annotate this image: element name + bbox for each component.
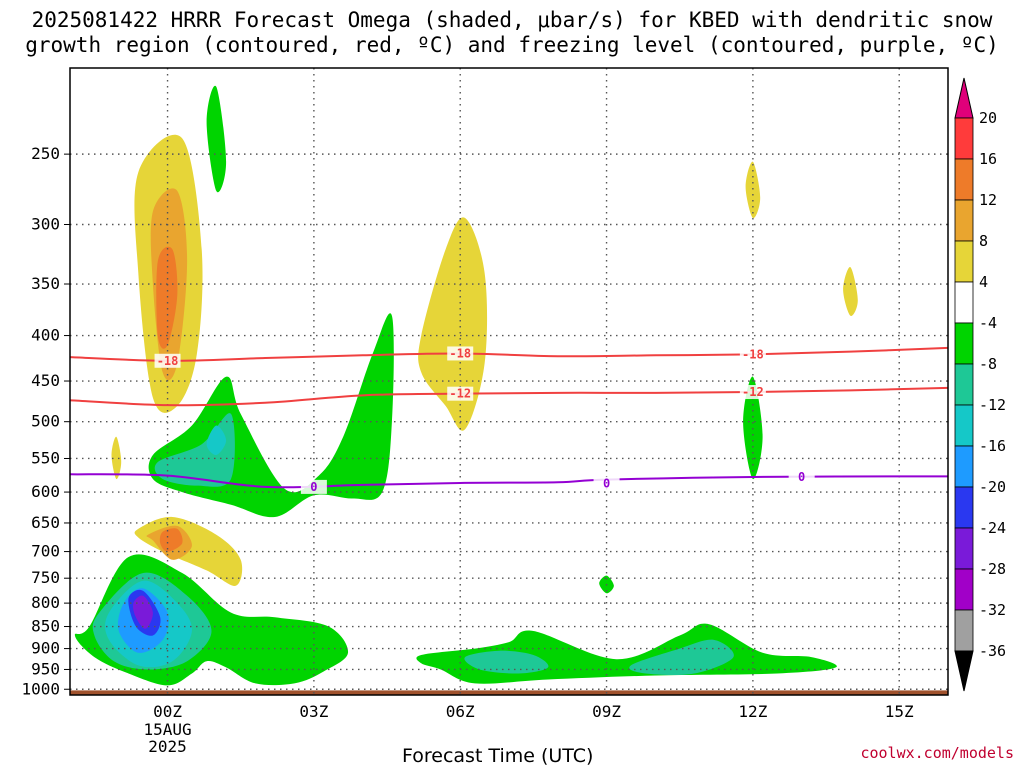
temperature-contours: -18 -18 -18 -12 -12 0 0 0 [69, 346, 949, 494]
contour-label--12-1: -12 [742, 385, 764, 399]
colorbar-tick-2: 12 [979, 191, 997, 209]
y-tick-label-800: 800 [31, 593, 60, 612]
site-credit: coolwx.com/models [860, 744, 1014, 762]
contour-label-bg--18-1 [447, 346, 474, 361]
y-tick-label-1000: 1000 [21, 679, 60, 698]
contour--12 [69, 386, 949, 407]
colorbar-tick-1: 16 [979, 150, 997, 168]
colorbar-bin-4 [954, 281, 974, 324]
contour-label-0-2: 0 [798, 470, 805, 484]
contour-label-bg-0-0 [300, 479, 327, 494]
omega-region-7-2 [629, 639, 734, 676]
colorbar-bin-10 [954, 527, 974, 570]
contour-label-bg--12-1 [739, 385, 766, 400]
x-date-label-0: 15AUG [143, 720, 191, 739]
x-tick-label-15Z: 15Z [885, 702, 914, 721]
colorbar-bin-5 [954, 322, 974, 365]
colorbar-bin-2 [954, 199, 974, 242]
colorbar-tick-0: 20 [979, 109, 997, 127]
omega-region-7-1 [464, 650, 549, 674]
omega-shading [74, 85, 858, 686]
colorbar-bin-3 [954, 240, 974, 283]
colorbar-tick-6: -8 [979, 355, 997, 373]
omega-region-8-2 [843, 266, 858, 317]
y-tick-label-550: 550 [31, 448, 60, 467]
contour-label-0-1: 0 [603, 477, 610, 491]
y-tick-label-950: 950 [31, 659, 60, 678]
contour-label-bg-0-1 [593, 476, 620, 491]
y-tick-label-250: 250 [31, 144, 60, 163]
colorbar-bin-8 [954, 445, 974, 488]
colorbar-bin-6 [954, 363, 974, 406]
chart-title-line-2: growth region (contoured, red, ºC) and f… [25, 33, 999, 57]
colorbar-under-arrow [954, 650, 974, 692]
y-tick-label-900: 900 [31, 639, 60, 658]
contour-label--18-1: -18 [449, 346, 471, 360]
y-tick-label-500: 500 [31, 412, 60, 431]
colorbar-bin-0 [954, 117, 974, 160]
colorbar-tick-12: -32 [979, 601, 1006, 619]
colorbar-bin-7 [954, 404, 974, 447]
contour-label-bg--18-2 [739, 347, 766, 362]
colorbar-tick-5: -4 [979, 314, 997, 332]
x-axis-label: Forecast Time (UTC) [402, 745, 594, 767]
omega-region-0-2 [156, 246, 178, 349]
contour-0 [69, 473, 949, 489]
chart-title-line-1: 2025081422 HRRR Forecast Omega (shaded, … [31, 8, 993, 32]
y-tick-label-700: 700 [31, 542, 60, 561]
colorbar-tick-13: -36 [979, 642, 1006, 660]
x-tick-label-06Z: 06Z [446, 702, 475, 721]
contour-label-bg--12-0 [447, 386, 474, 401]
ground-band [70, 690, 948, 695]
contour--18 [69, 346, 949, 362]
colorbar-tick-9: -20 [979, 478, 1006, 496]
colorbar-tick-3: 8 [979, 232, 988, 250]
colorbar-bin-9 [954, 486, 974, 529]
contour-label--18-2: -18 [742, 347, 764, 361]
colorbar-tick-8: -16 [979, 437, 1006, 455]
colorbar-tick-10: -24 [979, 519, 1006, 537]
x-date-label-1: 2025 [148, 737, 187, 756]
x-tick-label-09Z: 09Z [592, 702, 621, 721]
y-tick-label-750: 750 [31, 568, 60, 587]
y-axis-ticks: 250 300 350 400 450 500 550 600 650 700 750 800 850 9… [21, 144, 70, 698]
x-tick-label-12Z: 12Z [738, 702, 767, 721]
colorbar: 20 16 12 8 4 -4 -8 -12 -16 -20 -24 -28 -32 -36 [954, 77, 1006, 692]
colorbar-bin-11 [954, 568, 974, 611]
omega-region-1-2 [159, 528, 183, 552]
contour-label--12-0: -12 [449, 387, 471, 401]
colorbar-tick-4: 4 [979, 273, 988, 291]
y-tick-label-450: 450 [31, 371, 60, 390]
omega-region-8-1 [745, 161, 761, 219]
y-tick-label-650: 650 [31, 513, 60, 532]
contour-label--18-0: -18 [157, 354, 179, 368]
contour-label-bg-0-2 [788, 469, 815, 484]
y-tick-label-300: 300 [31, 215, 60, 234]
y-tick-label-350: 350 [31, 274, 60, 293]
colorbar-tick-11: -28 [979, 560, 1006, 578]
y-tick-label-400: 400 [31, 326, 60, 345]
contour-label-0-0: 0 [310, 480, 317, 494]
omega-region-4-0 [206, 85, 227, 193]
omega-region-8-0 [743, 376, 763, 480]
colorbar-tick-7: -12 [979, 396, 1006, 414]
colorbar-over-arrow [954, 77, 974, 119]
omega-region-6-0 [418, 217, 488, 431]
y-tick-label-850: 850 [31, 617, 60, 636]
x-tick-label-00Z: 00Z [153, 702, 182, 721]
omega-region-3-2 [206, 425, 227, 456]
omega-region-5-0 [111, 436, 122, 480]
omega-region-2-5 [132, 595, 153, 629]
x-tick-label-03Z: 03Z [299, 702, 328, 721]
y-tick-label-600: 600 [31, 482, 60, 501]
contour-label-bg--18-0 [154, 353, 181, 368]
colorbar-bin-1 [954, 158, 974, 201]
dotted-grid [70, 68, 948, 695]
colorbar-bin-12 [954, 609, 974, 652]
